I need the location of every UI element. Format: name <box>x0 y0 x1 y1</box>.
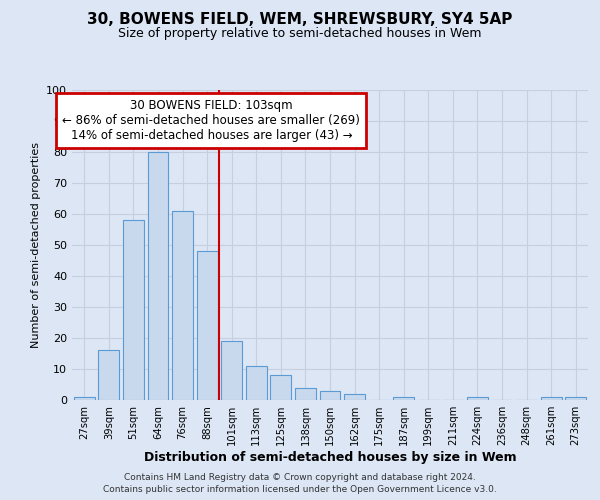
Bar <box>98 350 119 400</box>
Bar <box>541 397 562 400</box>
Bar <box>320 390 340 400</box>
Text: Size of property relative to semi-detached houses in Wem: Size of property relative to semi-detach… <box>118 28 482 40</box>
X-axis label: Distribution of semi-detached houses by size in Wem: Distribution of semi-detached houses by … <box>143 451 517 464</box>
Bar <box>565 397 586 400</box>
Text: Contains HM Land Registry data © Crown copyright and database right 2024.: Contains HM Land Registry data © Crown c… <box>124 472 476 482</box>
Text: Contains public sector information licensed under the Open Government Licence v3: Contains public sector information licen… <box>103 485 497 494</box>
Bar <box>246 366 267 400</box>
Bar <box>467 397 488 400</box>
Bar <box>344 394 365 400</box>
Bar <box>197 251 218 400</box>
Bar <box>271 375 292 400</box>
Text: 30, BOWENS FIELD, WEM, SHREWSBURY, SY4 5AP: 30, BOWENS FIELD, WEM, SHREWSBURY, SY4 5… <box>88 12 512 28</box>
Bar <box>393 397 414 400</box>
Bar <box>74 397 95 400</box>
Bar <box>221 341 242 400</box>
Bar <box>123 220 144 400</box>
Y-axis label: Number of semi-detached properties: Number of semi-detached properties <box>31 142 41 348</box>
Bar <box>148 152 169 400</box>
Text: 30 BOWENS FIELD: 103sqm
← 86% of semi-detached houses are smaller (269)
14% of s: 30 BOWENS FIELD: 103sqm ← 86% of semi-de… <box>62 100 360 142</box>
Bar <box>295 388 316 400</box>
Bar <box>172 211 193 400</box>
